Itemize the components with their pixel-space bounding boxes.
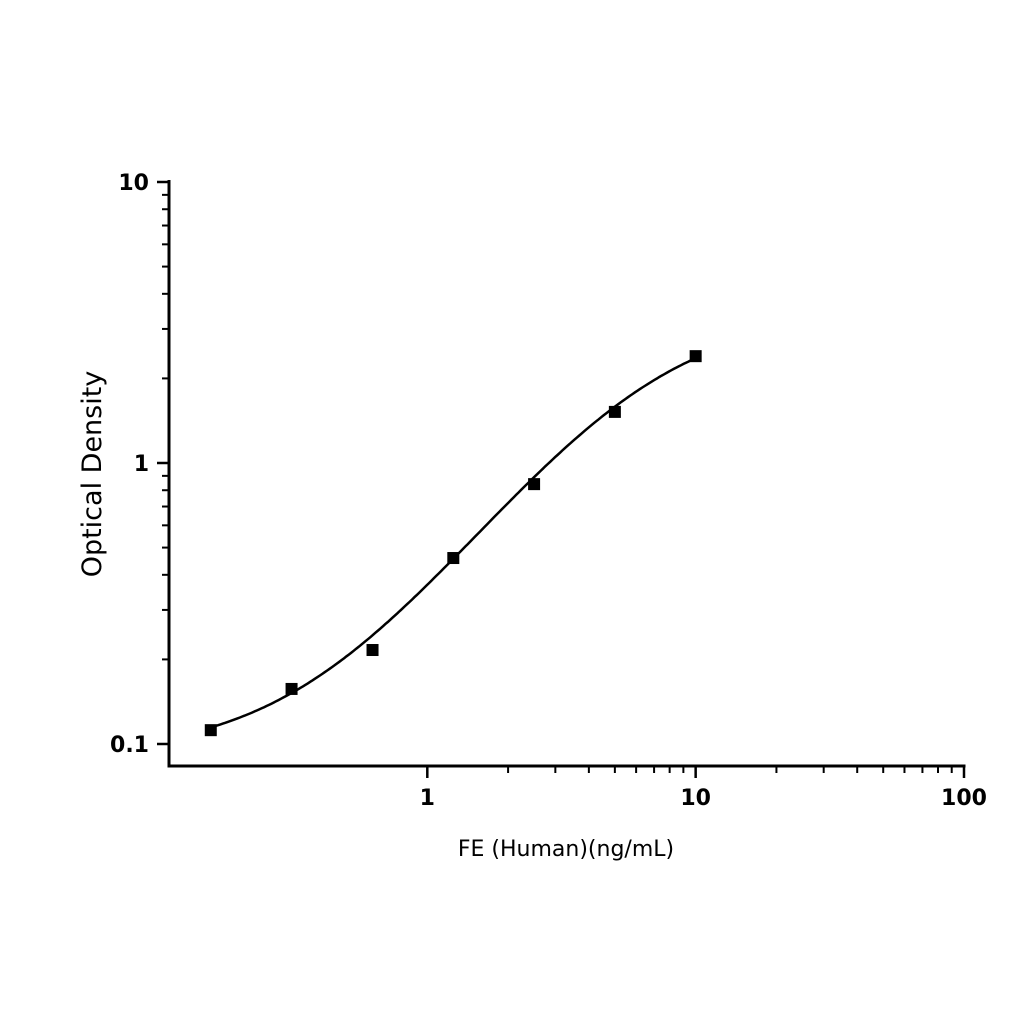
data-point	[285, 682, 298, 695]
data-point	[528, 478, 541, 491]
data-point	[447, 552, 460, 565]
fit-curve	[210, 357, 697, 729]
major-ticks	[157, 180, 966, 778]
y-tick-label: 10	[118, 171, 149, 196]
x-tick-label: 10	[680, 786, 711, 811]
data-points	[204, 350, 702, 737]
y-axis-title: Optical Density	[77, 371, 108, 578]
x-tick-label: 1	[420, 786, 435, 811]
minor-ticks	[162, 193, 953, 773]
data-point	[366, 644, 379, 657]
x-axis-title: FE (Human)(ng/mL)	[458, 837, 674, 862]
data-point	[689, 350, 702, 363]
x-tick-label: 100	[941, 786, 987, 811]
data-point	[608, 405, 621, 418]
y-tick-label: 1	[134, 452, 149, 477]
y-tick-label: 0.1	[110, 733, 149, 758]
data-point	[204, 724, 217, 737]
